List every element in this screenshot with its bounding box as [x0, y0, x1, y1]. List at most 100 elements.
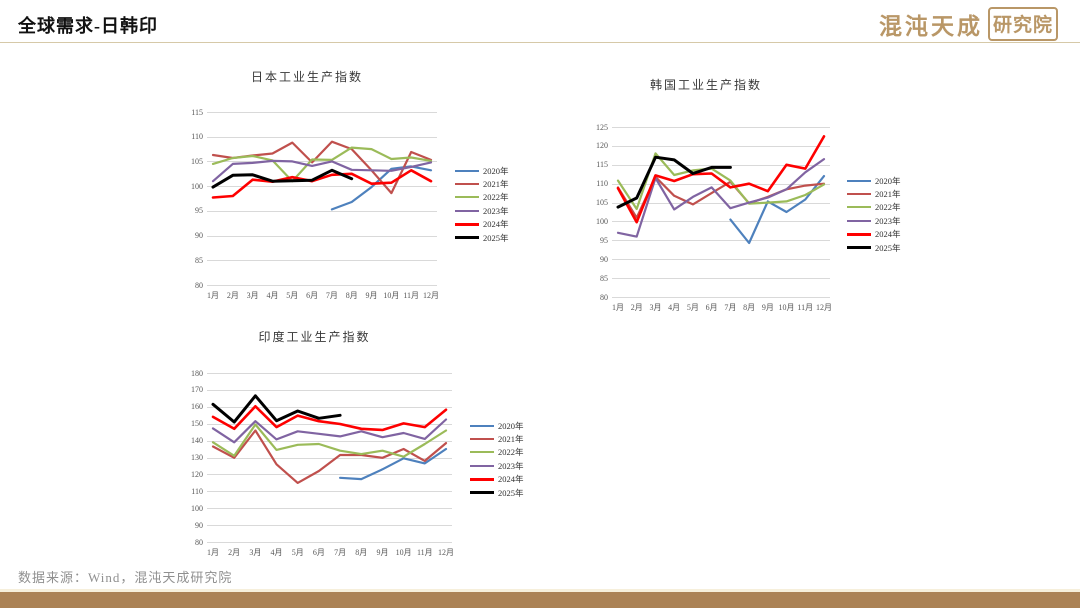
y-axis-label: 85 [600, 273, 608, 283]
series-line-2023年 [211, 418, 448, 444]
plot [612, 127, 830, 298]
y-axis-label: 180 [191, 368, 203, 378]
legend-item: 2021年 [847, 187, 901, 200]
gridline [207, 285, 437, 286]
x-axis-label: 4月 [266, 291, 279, 300]
chart-title: 日本工业生产指数 [250, 70, 363, 84]
gridline [612, 278, 830, 280]
chart-title: 韩国工业生产指数 [649, 78, 762, 92]
logo-brand-text: 混沌天成 [878, 14, 983, 39]
y-axis-label: 115 [596, 160, 608, 170]
legend-label: 2025年 [483, 232, 509, 243]
series-line-2020年 [729, 174, 826, 245]
legend-item: 2023年 [470, 459, 524, 472]
y-axis-label: 160 [191, 402, 203, 412]
y-axis-label: 90 [195, 520, 203, 530]
legend-item: 2021年 [470, 432, 524, 445]
gridline [207, 542, 452, 543]
legend-item: 2024年 [470, 473, 524, 486]
legend-label: 2025年 [498, 487, 524, 498]
y-axis-label: 120 [596, 141, 608, 151]
y-axis-label: 100 [191, 181, 203, 191]
y-axis-label: 80 [600, 292, 608, 302]
logo-seal-text: 研究院 [987, 7, 1058, 41]
x-axis-label: 3月 [246, 291, 259, 300]
legend: 2020年 2021年 2022年 2023年 2024年 2025年 [847, 174, 901, 254]
gridline [207, 457, 452, 459]
gridline [207, 406, 452, 408]
x-axis-label: 2月 [630, 303, 643, 312]
gridline [207, 423, 452, 425]
legend-label: 2024年 [483, 219, 509, 230]
legend-line-swatch [455, 183, 479, 186]
x-axis-label: 7月 [325, 291, 338, 300]
x-axis-label: 7月 [334, 548, 347, 557]
legend-label: 2022年 [498, 447, 524, 458]
data-source-text: 数据来源：Wind，混沌天成研究院 [18, 570, 233, 585]
x-axis-label: 11月 [797, 303, 814, 312]
legend-line-swatch [470, 451, 494, 454]
gridline [207, 440, 452, 442]
y-axis-label: 110 [191, 132, 203, 142]
legend-item: 2020年 [470, 419, 524, 432]
x-axis-label: 11月 [403, 291, 420, 300]
legend-line-swatch [455, 196, 479, 199]
series-line-2024年 [211, 404, 448, 432]
legend-label: 2021年 [875, 189, 901, 200]
gridline [612, 183, 830, 185]
y-axis-label: 105 [191, 156, 203, 166]
legend-label: 2020年 [875, 175, 901, 186]
y-axis-label: 105 [596, 198, 608, 208]
legend-label: 2021年 [498, 434, 524, 445]
legend-label: 2024年 [498, 474, 524, 485]
legend: 2020年 2021年 2022年 2023年 2024年 2025年 [455, 164, 509, 244]
legend-item: 2024年 [847, 228, 901, 241]
y-axis-label: 110 [191, 486, 203, 496]
legend-line-swatch [847, 232, 871, 236]
series-line-2021年 [211, 429, 448, 485]
gridline [612, 202, 830, 204]
legend-item: 2022年 [847, 201, 901, 214]
gridline [207, 260, 437, 262]
legend-label: 2021年 [483, 179, 509, 190]
y-axis-label: 85 [195, 255, 203, 265]
legend-label: 2020年 [498, 420, 524, 431]
bottom-accent-bar [0, 592, 1080, 608]
legend-line-swatch [470, 464, 494, 467]
gridline [207, 389, 452, 391]
series-line-2023年 [616, 157, 826, 238]
series-line-2025年 [211, 394, 342, 424]
x-axis-label: 12月 [438, 548, 454, 557]
x-axis-label: 11月 [416, 548, 433, 557]
x-axis-label: 10月 [395, 548, 412, 557]
series-line-2024年 [616, 135, 826, 224]
series-line-2020年 [339, 447, 448, 481]
y-axis-label: 80 [195, 537, 203, 547]
legend-line-swatch [847, 219, 871, 222]
legend-item: 2025年 [847, 241, 901, 254]
gridline [612, 259, 830, 261]
page-title: 全球需求-日韩印 [18, 16, 158, 36]
japan-ipi-chart: 日本工业生产指数 115 110 105 100 95 90 85 80 1月 2月 3月 4月 5月 6… [177, 68, 557, 300]
series-line-2022年 [211, 423, 448, 458]
x-axis-label: 12月 [423, 291, 439, 300]
x-axis-label: 9月 [376, 548, 389, 557]
legend-label: 2023年 [498, 460, 524, 471]
y-axis-label: 150 [191, 419, 203, 429]
legend-line-swatch [470, 477, 494, 481]
legend: 2020年 2021年 2022年 2023年 2024年 2025年 [470, 419, 524, 499]
x-axis-label: 1月 [207, 548, 219, 557]
x-axis-label: 1月 [612, 303, 624, 312]
legend-line-swatch [470, 424, 494, 427]
chart-title: 印度工业生产指数 [258, 330, 371, 344]
gridline [207, 474, 452, 476]
legend-item: 2022年 [470, 446, 524, 459]
y-axis-label: 170 [191, 385, 203, 395]
gridline [207, 491, 452, 493]
gridline [207, 525, 452, 527]
legend-item: 2025年 [455, 231, 509, 244]
x-axis-label: 1月 [207, 291, 219, 300]
y-axis-label: 130 [191, 453, 203, 462]
y-axis-label: 110 [596, 179, 608, 189]
gridline [612, 221, 830, 223]
